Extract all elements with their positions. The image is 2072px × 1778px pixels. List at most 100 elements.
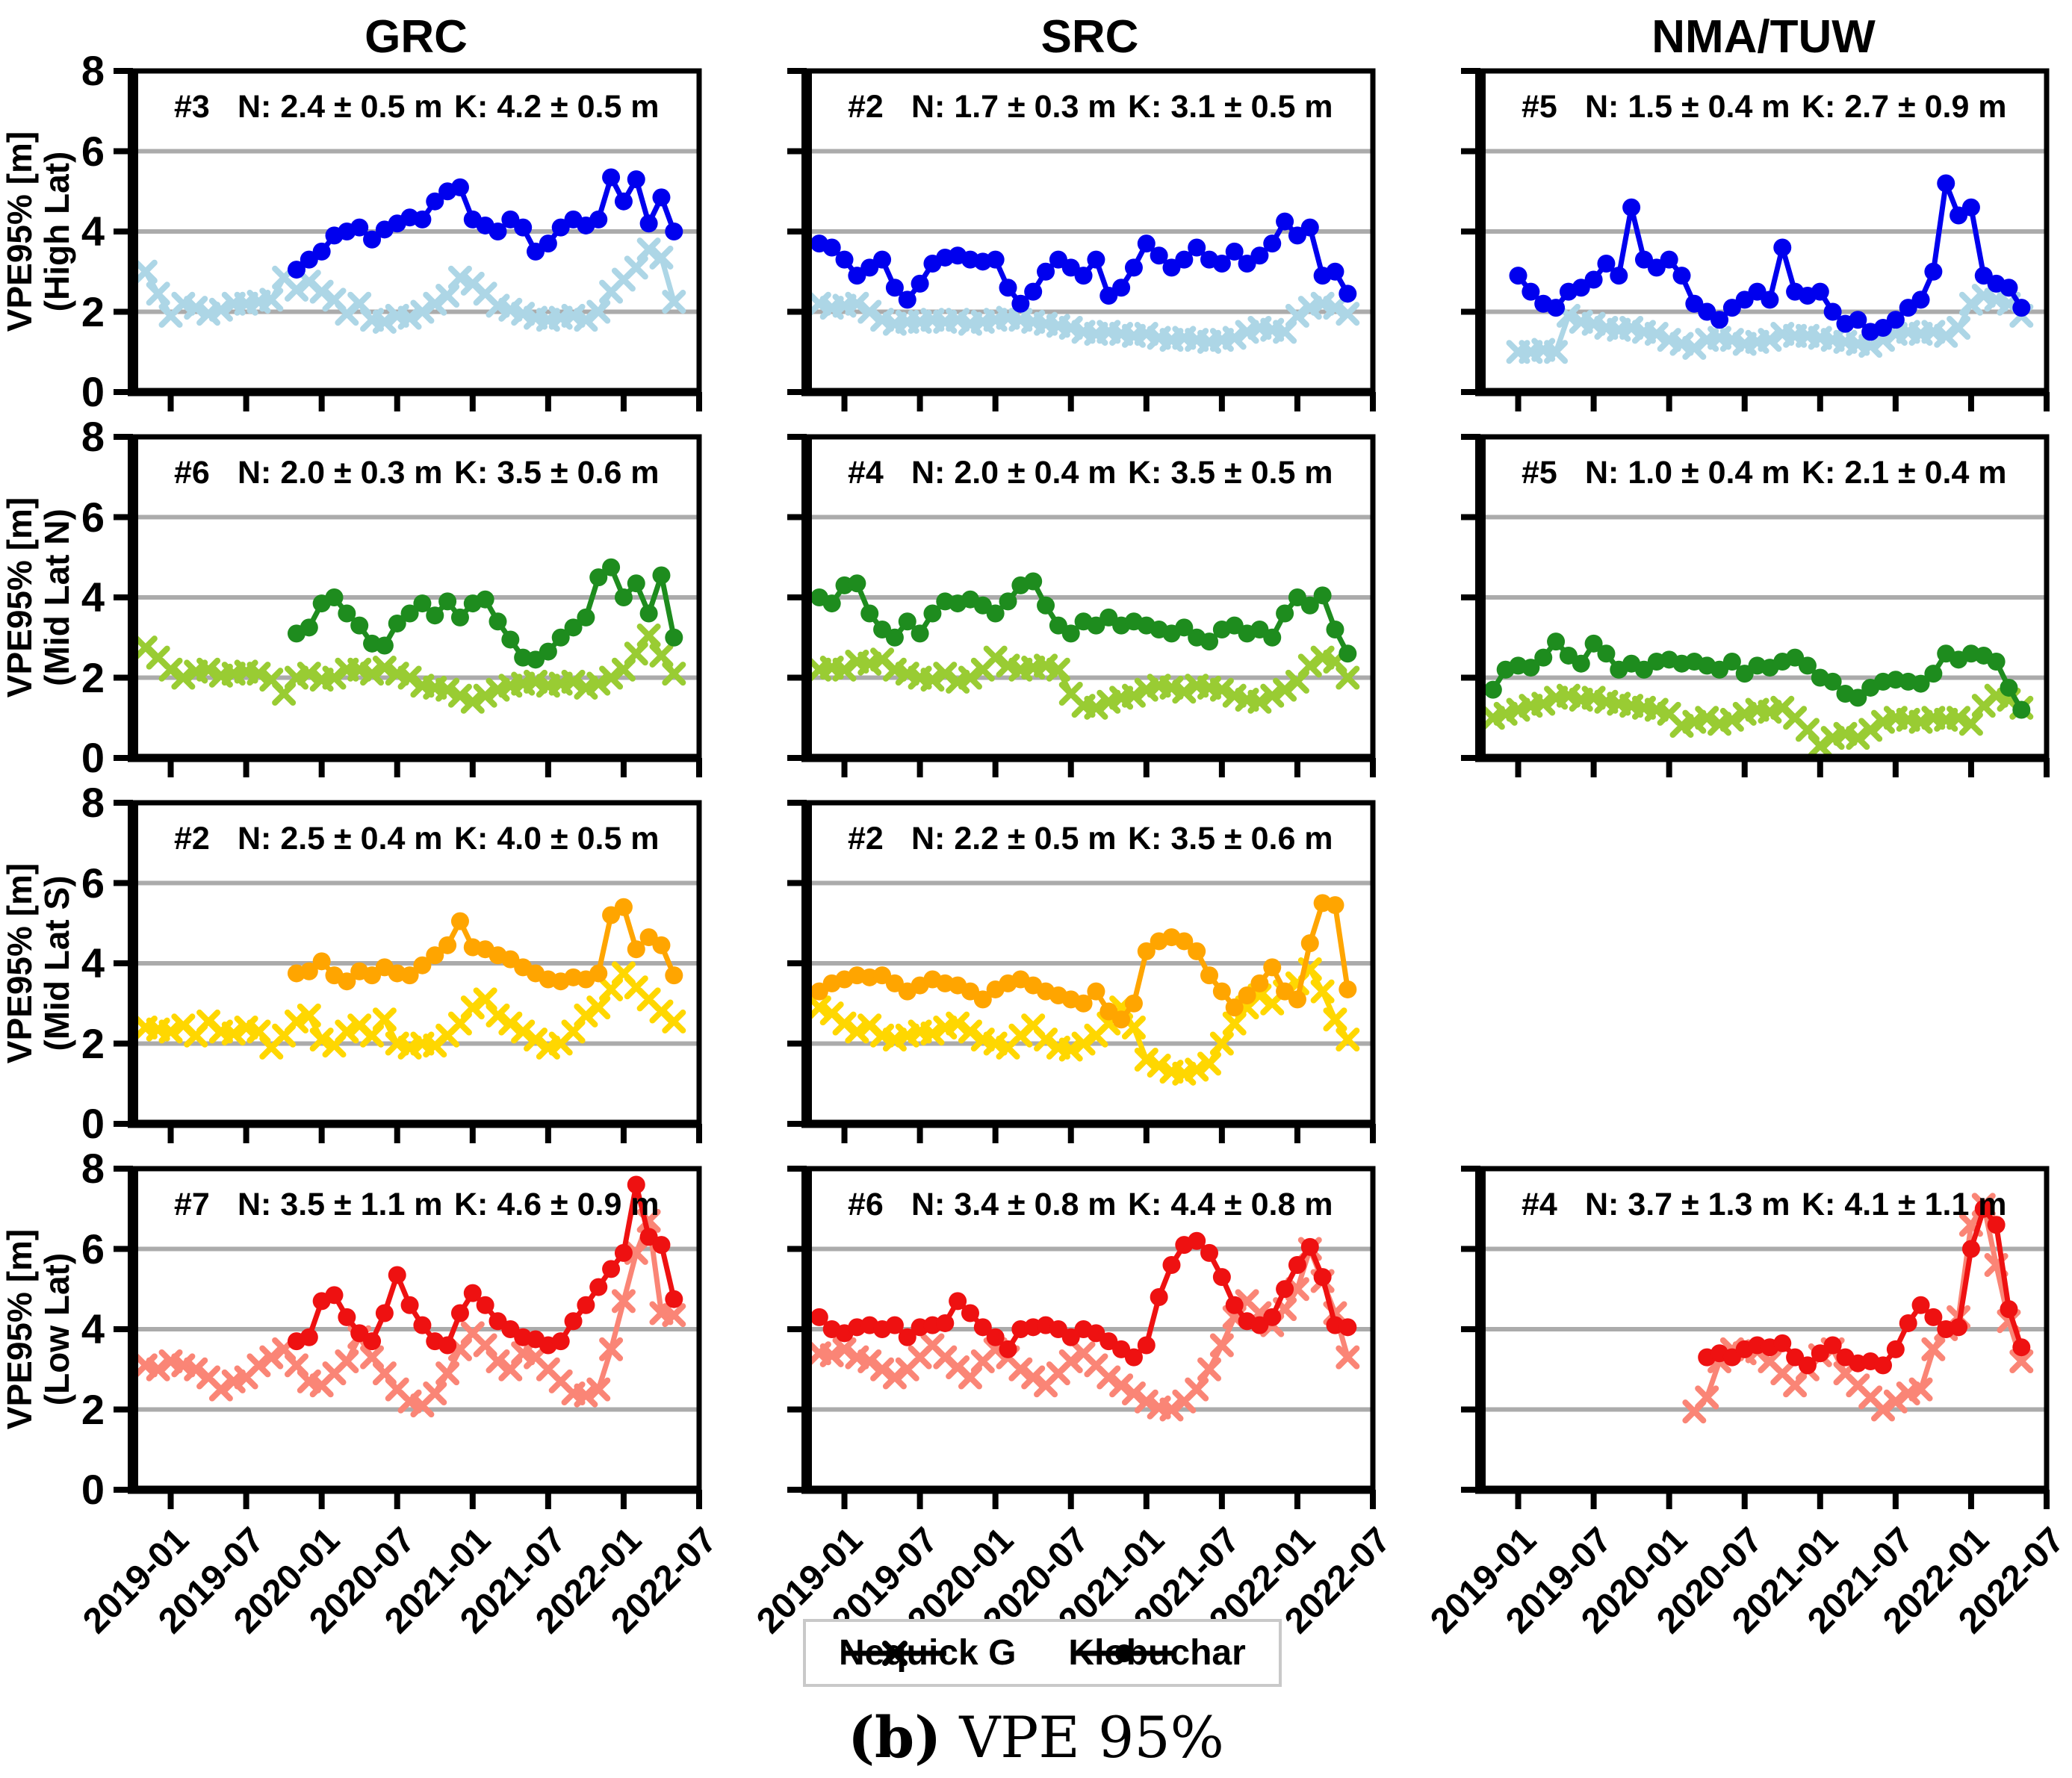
figure-caption: (b) VPE 95% [0,1704,2072,1771]
tick-marks [787,68,1376,411]
plot-area: #6 N: 3.4 ± 0.8 m K: 4.4 ± 0.8 m [787,1166,1376,1509]
nequick-stat: N: 2.5 ± 0.4 m [238,821,443,857]
nequick-stat: N: 2.4 ± 0.5 m [238,89,443,125]
series-nequick-g [133,237,686,334]
station-count: #2 [848,821,884,857]
panel-annotation: #6 N: 3.4 ± 0.8 m K: 4.4 ± 0.8 m [848,1187,1333,1222]
panel-NMA-TUW-Low-Lat: #4 N: 3.7 ± 1.3 m K: 4.1 ± 1.1 m [1461,1166,2050,1509]
series-nequick-g [133,1208,686,1418]
nequick-stat: N: 1.7 ± 0.3 m [911,89,1117,125]
panel-annotation: #2 N: 2.5 ± 0.4 m K: 4.0 ± 0.5 m [174,821,660,857]
legend-item-klobuchar: Klobuchar [1068,1632,1245,1673]
klobuchar-stat: K: 3.5 ± 0.6 m [1128,821,1333,857]
station-count: #4 [1522,1187,1557,1222]
y-tick-label-8: 8 [81,413,105,460]
legend-item-nequick-g: Nequick G [839,1632,1016,1673]
y-tick-label-4: 4 [81,1305,105,1352]
panel-annotation: #6 N: 2.0 ± 0.3 m K: 3.5 ± 0.6 m [174,455,660,491]
series-nequick-g [1506,284,2034,364]
y-tick-label-6: 6 [81,493,105,541]
station-count: #6 [848,1187,884,1222]
tick-marks [787,434,1376,777]
klobuchar-stat: K: 4.2 ± 0.5 m [454,89,660,125]
tick-marks [114,1166,702,1509]
series-klobuchar [1509,174,2031,341]
y-tick-label-0: 0 [81,734,105,781]
tick-marks [787,1166,1376,1509]
tick-marks [114,68,702,411]
y-tick-label-6: 6 [81,127,105,175]
y-tick-label-4: 4 [81,208,105,255]
plot-area: #5 N: 1.0 ± 0.4 m K: 2.1 ± 0.4 m [1461,434,2050,777]
station-count: #7 [174,1187,210,1222]
series-klobuchar [287,1175,683,1355]
series-nequick-g [807,957,1360,1086]
station-count: #2 [174,821,210,857]
klobuchar-stat: K: 4.1 ± 1.1 m [1802,1187,2007,1222]
series-nequick-g [807,291,1360,354]
tick-marks [114,800,702,1143]
y-tick-label-0: 0 [81,1100,105,1147]
series-nequick-g [807,645,1360,720]
panel-annotation: #7 N: 3.5 ± 1.1 m K: 4.6 ± 0.9 m [174,1187,660,1222]
y-axis-label-line1: VPE95% [m] [0,862,40,1064]
station-count: #4 [848,455,884,491]
y-axis-label-line1: VPE95% [m] [0,1228,40,1430]
plot-area: #4 N: 2.0 ± 0.4 m K: 3.5 ± 0.5 m [787,434,1376,777]
plot-area: #3 N: 2.4 ± 0.5 m K: 4.2 ± 0.5 m [114,68,702,411]
panel-annotation: #4 N: 3.7 ± 1.3 m K: 4.1 ± 1.1 m [1522,1187,2007,1222]
panel-SRC-Low-Lat: #6 N: 3.4 ± 0.8 m K: 4.4 ± 0.8 m [787,1166,1376,1509]
klobuchar-stat: K: 3.1 ± 0.5 m [1128,89,1333,125]
tick-marks [787,800,1376,1143]
series-klobuchar [810,894,1357,1029]
plot-area: #5 N: 1.5 ± 0.4 m K: 2.7 ± 0.9 m [1461,68,2050,411]
y-tick-label-0: 0 [81,368,105,415]
series-klobuchar [810,212,1357,313]
y-tick-label-2: 2 [81,287,105,335]
series-klobuchar [810,572,1357,663]
klobuchar-stat: K: 2.7 ± 0.9 m [1802,89,2007,125]
panel-NMA-TUW-High-Lat: #5 N: 1.5 ± 0.4 m K: 2.7 ± 0.9 m [1461,68,2050,411]
tick-marks [114,434,702,777]
panel-NMA-TUW-Mid-Lat-N: #5 N: 1.0 ± 0.4 m K: 2.1 ± 0.4 m [1461,434,2050,777]
panel-annotation: #5 N: 1.5 ± 0.4 m K: 2.7 ± 0.9 m [1522,89,2007,125]
plot-area: #6 N: 2.0 ± 0.3 m K: 3.5 ± 0.6 m [114,434,702,777]
station-count: #5 [1522,89,1557,125]
nequick-stat: N: 2.0 ± 0.4 m [911,455,1117,491]
caption-text: VPE 95% [941,1704,1224,1771]
panel-SRC-High-Lat: #2 N: 1.7 ± 0.3 m K: 3.1 ± 0.5 m [787,68,1376,411]
panel-annotation: #2 N: 1.7 ± 0.3 m K: 3.1 ± 0.5 m [848,89,1333,125]
y-tick-label-8: 8 [81,47,105,94]
column-title-src: SRC [1040,11,1139,63]
klobuchar-stat: K: 4.4 ± 0.8 m [1128,1187,1333,1222]
y-tick-label-8: 8 [81,1145,105,1192]
tick-marks [1461,1166,2050,1509]
y-tick-label-4: 4 [81,939,105,986]
column-title-grc: GRC [365,11,468,63]
series-klobuchar [1483,632,2031,719]
series-klobuchar [287,558,683,669]
series-nequick-g [133,961,686,1060]
panel-SRC-Mid-Lat-S: #2 N: 2.2 ± 0.5 m K: 3.5 ± 0.6 m [787,800,1376,1143]
klobuchar-stat: K: 2.1 ± 0.4 m [1802,455,2007,491]
station-count: #2 [848,89,884,125]
station-count: #6 [174,455,210,491]
plot-area: #2 N: 1.7 ± 0.3 m K: 3.1 ± 0.5 m [787,68,1376,411]
nequick-stat: N: 3.7 ± 1.3 m [1585,1187,1790,1222]
panel-annotation: #4 N: 2.0 ± 0.4 m K: 3.5 ± 0.5 m [848,455,1333,491]
y-tick-label-2: 2 [81,653,105,701]
y-tick-label-4: 4 [81,574,105,621]
plot-area: #4 N: 3.7 ± 1.3 m K: 4.1 ± 1.1 m [1461,1166,2050,1509]
series-klobuchar [1698,1199,2031,1375]
y-tick-label-2: 2 [81,1019,105,1067]
plot-area: #2 N: 2.5 ± 0.4 m K: 4.0 ± 0.5 m [114,800,702,1143]
panel-SRC-Mid-Lat-N: #4 N: 2.0 ± 0.4 m K: 3.5 ± 0.5 m [787,434,1376,777]
legend: Nequick G Klobuchar [803,1619,1282,1687]
klobuchar-marker-icon [1073,1644,1176,1662]
nequick-stat: N: 3.4 ± 0.8 m [911,1187,1117,1222]
y-axis-label-line1: VPE95% [m] [0,131,40,332]
nequick-stat: N: 2.0 ± 0.3 m [238,455,443,491]
panel-annotation: #3 N: 2.4 ± 0.5 m K: 4.2 ± 0.5 m [174,89,660,125]
nequick-stat: N: 1.0 ± 0.4 m [1585,455,1790,491]
